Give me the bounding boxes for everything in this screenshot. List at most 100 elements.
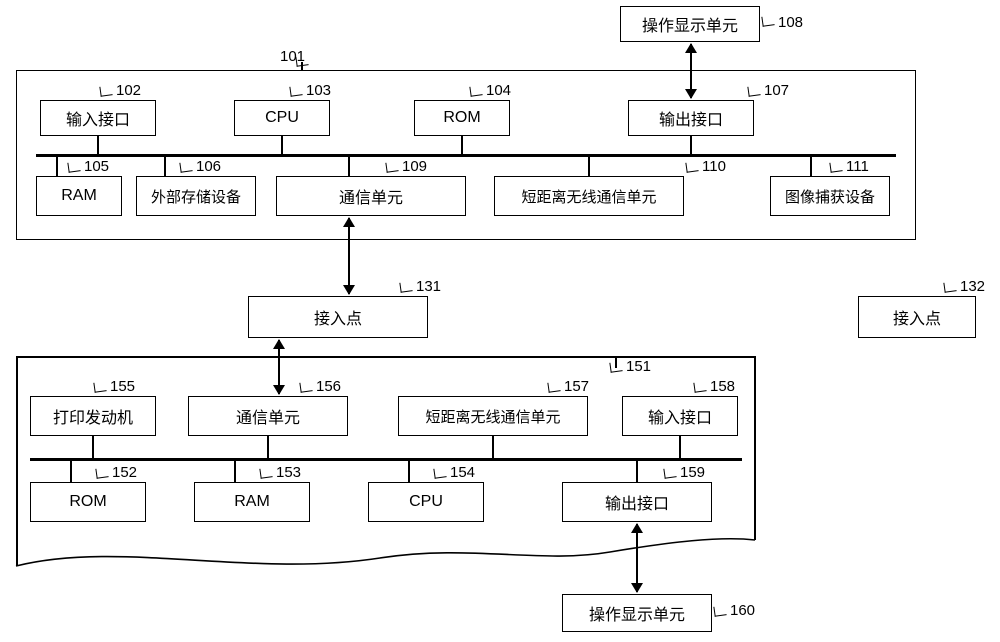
access-point-131: 接入点 [248, 296, 428, 338]
arrow-108-107 [690, 44, 692, 98]
ref-tick-152 [95, 467, 108, 479]
block-154-label: CPU [409, 493, 443, 511]
ref-107: 107 [764, 82, 789, 99]
block-156: 通信单元 [188, 396, 348, 436]
ref-131: 131 [416, 278, 441, 295]
conn-153 [234, 461, 236, 482]
conn-158 [679, 436, 681, 458]
ref-tick-110 [685, 161, 698, 173]
ref-154: 154 [450, 464, 475, 481]
access-point-131-label: 接入点 [314, 305, 362, 329]
ref-tick-157 [547, 381, 560, 393]
ref-151: 151 [626, 358, 651, 375]
ref-tick-156 [299, 381, 312, 393]
conn-102 [97, 136, 99, 154]
block-155: 打印发动机 [30, 396, 156, 436]
block-152: ROM [30, 482, 146, 522]
block-159-label: 输出接口 [605, 490, 669, 514]
conn-154 [408, 461, 410, 482]
ref-103: 103 [306, 82, 331, 99]
ref-tick-102 [99, 85, 112, 97]
ref-tick-159 [663, 467, 676, 479]
op-display-bottom-box: 操作显示单元 [562, 594, 712, 632]
ref-160: 160 [730, 602, 755, 619]
ref-155: 155 [110, 378, 135, 395]
container-151-wavy-bottom [0, 530, 760, 580]
arrow-109-131 [348, 218, 350, 294]
ref-109: 109 [402, 158, 427, 175]
ref-111: 111 [846, 158, 869, 175]
ref-tick-104 [469, 85, 482, 97]
ref-tick-131 [399, 281, 412, 293]
block-158: 输入接口 [622, 396, 738, 436]
block-102-label: 输入接口 [66, 106, 130, 130]
block-106-label: 外部存储设备 [151, 186, 241, 207]
ref-104: 104 [486, 82, 511, 99]
ref-108: 108 [778, 14, 803, 31]
block-158-label: 输入接口 [648, 404, 712, 428]
ref-105: 105 [84, 158, 109, 175]
ref-156: 156 [316, 378, 341, 395]
ref-tick-105 [67, 161, 80, 173]
ref-102: 102 [116, 82, 141, 99]
ref-110: 110 [702, 158, 726, 175]
conn-107 [690, 136, 692, 154]
ref-tick-111 [829, 161, 842, 173]
block-109: 通信单元 [276, 176, 466, 216]
conn-110 [588, 157, 590, 176]
leader-151 [615, 356, 617, 368]
block-109-label: 通信单元 [339, 184, 403, 208]
ref-tick-153 [259, 467, 272, 479]
ref-tick-103 [289, 85, 302, 97]
ref-tick-107 [747, 85, 760, 97]
leader-101 [301, 62, 303, 70]
conn-157 [492, 436, 494, 458]
ref-157: 157 [564, 378, 589, 395]
ref-tick-109 [385, 161, 398, 173]
conn-103 [281, 136, 283, 154]
block-156-label: 通信单元 [236, 404, 300, 428]
conn-156 [267, 436, 269, 458]
conn-105 [56, 157, 58, 176]
block-157-label: 短距离无线通信单元 [425, 406, 560, 427]
ref-tick-154 [433, 467, 446, 479]
block-102: 输入接口 [40, 100, 156, 136]
op-display-top-box: 操作显示单元 [620, 6, 760, 42]
block-110: 短距离无线通信单元 [494, 176, 684, 216]
conn-104 [461, 136, 463, 154]
block-104: ROM [414, 100, 510, 136]
block-154: CPU [368, 482, 484, 522]
arrow-159-160 [636, 524, 638, 592]
block-103-label: CPU [265, 109, 299, 127]
ref-tick-108 [761, 15, 774, 27]
ref-152: 152 [112, 464, 137, 481]
block-152-label: ROM [69, 493, 106, 511]
access-point-132-label: 接入点 [893, 305, 941, 329]
block-153-label: RAM [234, 493, 270, 511]
block-103: CPU [234, 100, 330, 136]
access-point-132: 接入点 [858, 296, 976, 338]
block-105: RAM [36, 176, 122, 216]
block-155-label: 打印发动机 [53, 404, 133, 428]
conn-159 [636, 461, 638, 482]
block-107: 输出接口 [628, 100, 754, 136]
block-105-label: RAM [61, 187, 97, 205]
arrow-131-156 [278, 340, 280, 394]
container-151-right [754, 356, 756, 540]
ref-tick-132 [943, 281, 956, 293]
ref-158: 158 [710, 378, 735, 395]
ref-153: 153 [276, 464, 301, 481]
ref-tick-155 [93, 381, 106, 393]
conn-155 [92, 436, 94, 458]
op-display-bottom-label: 操作显示单元 [589, 601, 685, 625]
ref-132: 132 [960, 278, 985, 295]
ref-tick-158 [693, 381, 706, 393]
ref-tick-160 [713, 605, 726, 617]
conn-109 [348, 157, 350, 176]
block-106: 外部存储设备 [136, 176, 256, 216]
ref-159: 159 [680, 464, 705, 481]
block-153: RAM [194, 482, 310, 522]
block-104-label: ROM [443, 109, 480, 127]
ref-tick-106 [179, 161, 192, 173]
block-159: 输出接口 [562, 482, 712, 522]
